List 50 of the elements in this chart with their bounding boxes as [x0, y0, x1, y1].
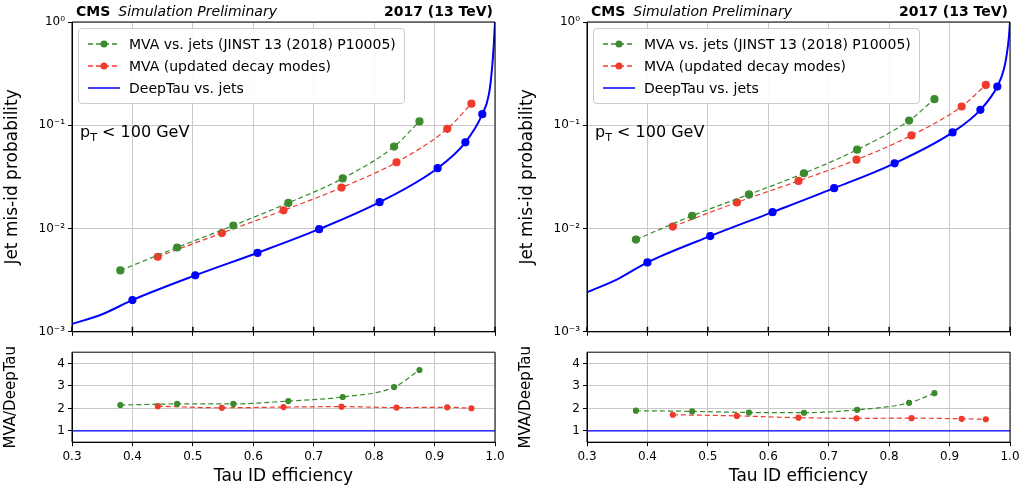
chart-subtitle: Simulation Preliminary [633, 3, 792, 19]
x-tick-label: 0.6 [243, 448, 263, 463]
x-tick-label: 0.5 [183, 448, 203, 463]
y-tick-label: 10⁻³ [553, 323, 581, 338]
x-tick-label: 0.9 [425, 448, 445, 463]
x-tick-label: 0.5 [698, 448, 718, 463]
legend-label: MVA (updated decay modes) [644, 57, 846, 76]
text: 2017 (13 TeV) [898, 2, 1008, 20]
x-tick-label: 0.4 [122, 448, 142, 463]
y-tick-label: 4 [57, 355, 65, 370]
legend-label: DeepTau vs. jets [644, 79, 759, 98]
x-axis-title: Tau ID efficiency [727, 465, 869, 486]
legend-label: MVA vs. jets (JINST 13 (2018) P10005) [129, 35, 396, 54]
y-tick-label: 1 [572, 423, 580, 438]
y-tick-label: 10⁰ [44, 14, 66, 29]
y-axis-title: Jet mis-id probability [515, 89, 536, 266]
x-tick-label: 0.6 [758, 448, 778, 463]
legend-label: MVA (updated decay modes) [129, 57, 331, 76]
y-tick-label: 10⁻² [553, 220, 581, 235]
y-tick-label: 10⁻² [38, 220, 66, 235]
x-tick-label: 0.9 [940, 448, 960, 463]
x-tick-label: 1.0 [485, 448, 505, 463]
x-axis-title: Tau ID efficiency [212, 465, 354, 486]
y-tick-label: 10⁻¹ [38, 117, 66, 132]
y-tick-label: 3 [57, 378, 65, 393]
y-tick-label: 4 [572, 355, 580, 370]
legend-label: MVA vs. jets (JINST 13 (2018) P10005) [644, 35, 911, 54]
chart-title: CMS [591, 3, 626, 19]
y-tick-label: 1 [57, 423, 65, 438]
x-tick-label: 0.7 [819, 448, 839, 463]
text: 2017 (13 TeV) [383, 2, 493, 20]
chart-subtitle: Simulation Preliminary [118, 3, 277, 19]
y-tick-label: 3 [572, 378, 580, 393]
x-tick-label: 1.0 [1000, 448, 1020, 463]
chart-title: CMS [76, 3, 111, 19]
y-axis-title: MVA/DeepTau [0, 345, 19, 449]
x-tick-label: 0.8 [364, 448, 384, 463]
y-tick-label: 10⁻¹ [553, 117, 581, 132]
x-tick-label: 0.3 [62, 448, 82, 463]
legend-label: DeepTau vs. jets [129, 79, 244, 98]
y-tick-label: 10⁻³ [38, 323, 66, 338]
y-tick-label: 2 [572, 400, 580, 415]
x-tick-label: 0.7 [304, 448, 324, 463]
y-axis-title: MVA/DeepTau [515, 345, 534, 449]
x-tick-label: 0.3 [577, 448, 597, 463]
y-tick-label: 2 [57, 400, 65, 415]
x-tick-label: 0.4 [637, 448, 657, 463]
x-tick-label: 0.8 [879, 448, 899, 463]
y-tick-label: 10⁰ [559, 14, 581, 29]
y-axis-title: Jet mis-id probability [0, 89, 21, 266]
